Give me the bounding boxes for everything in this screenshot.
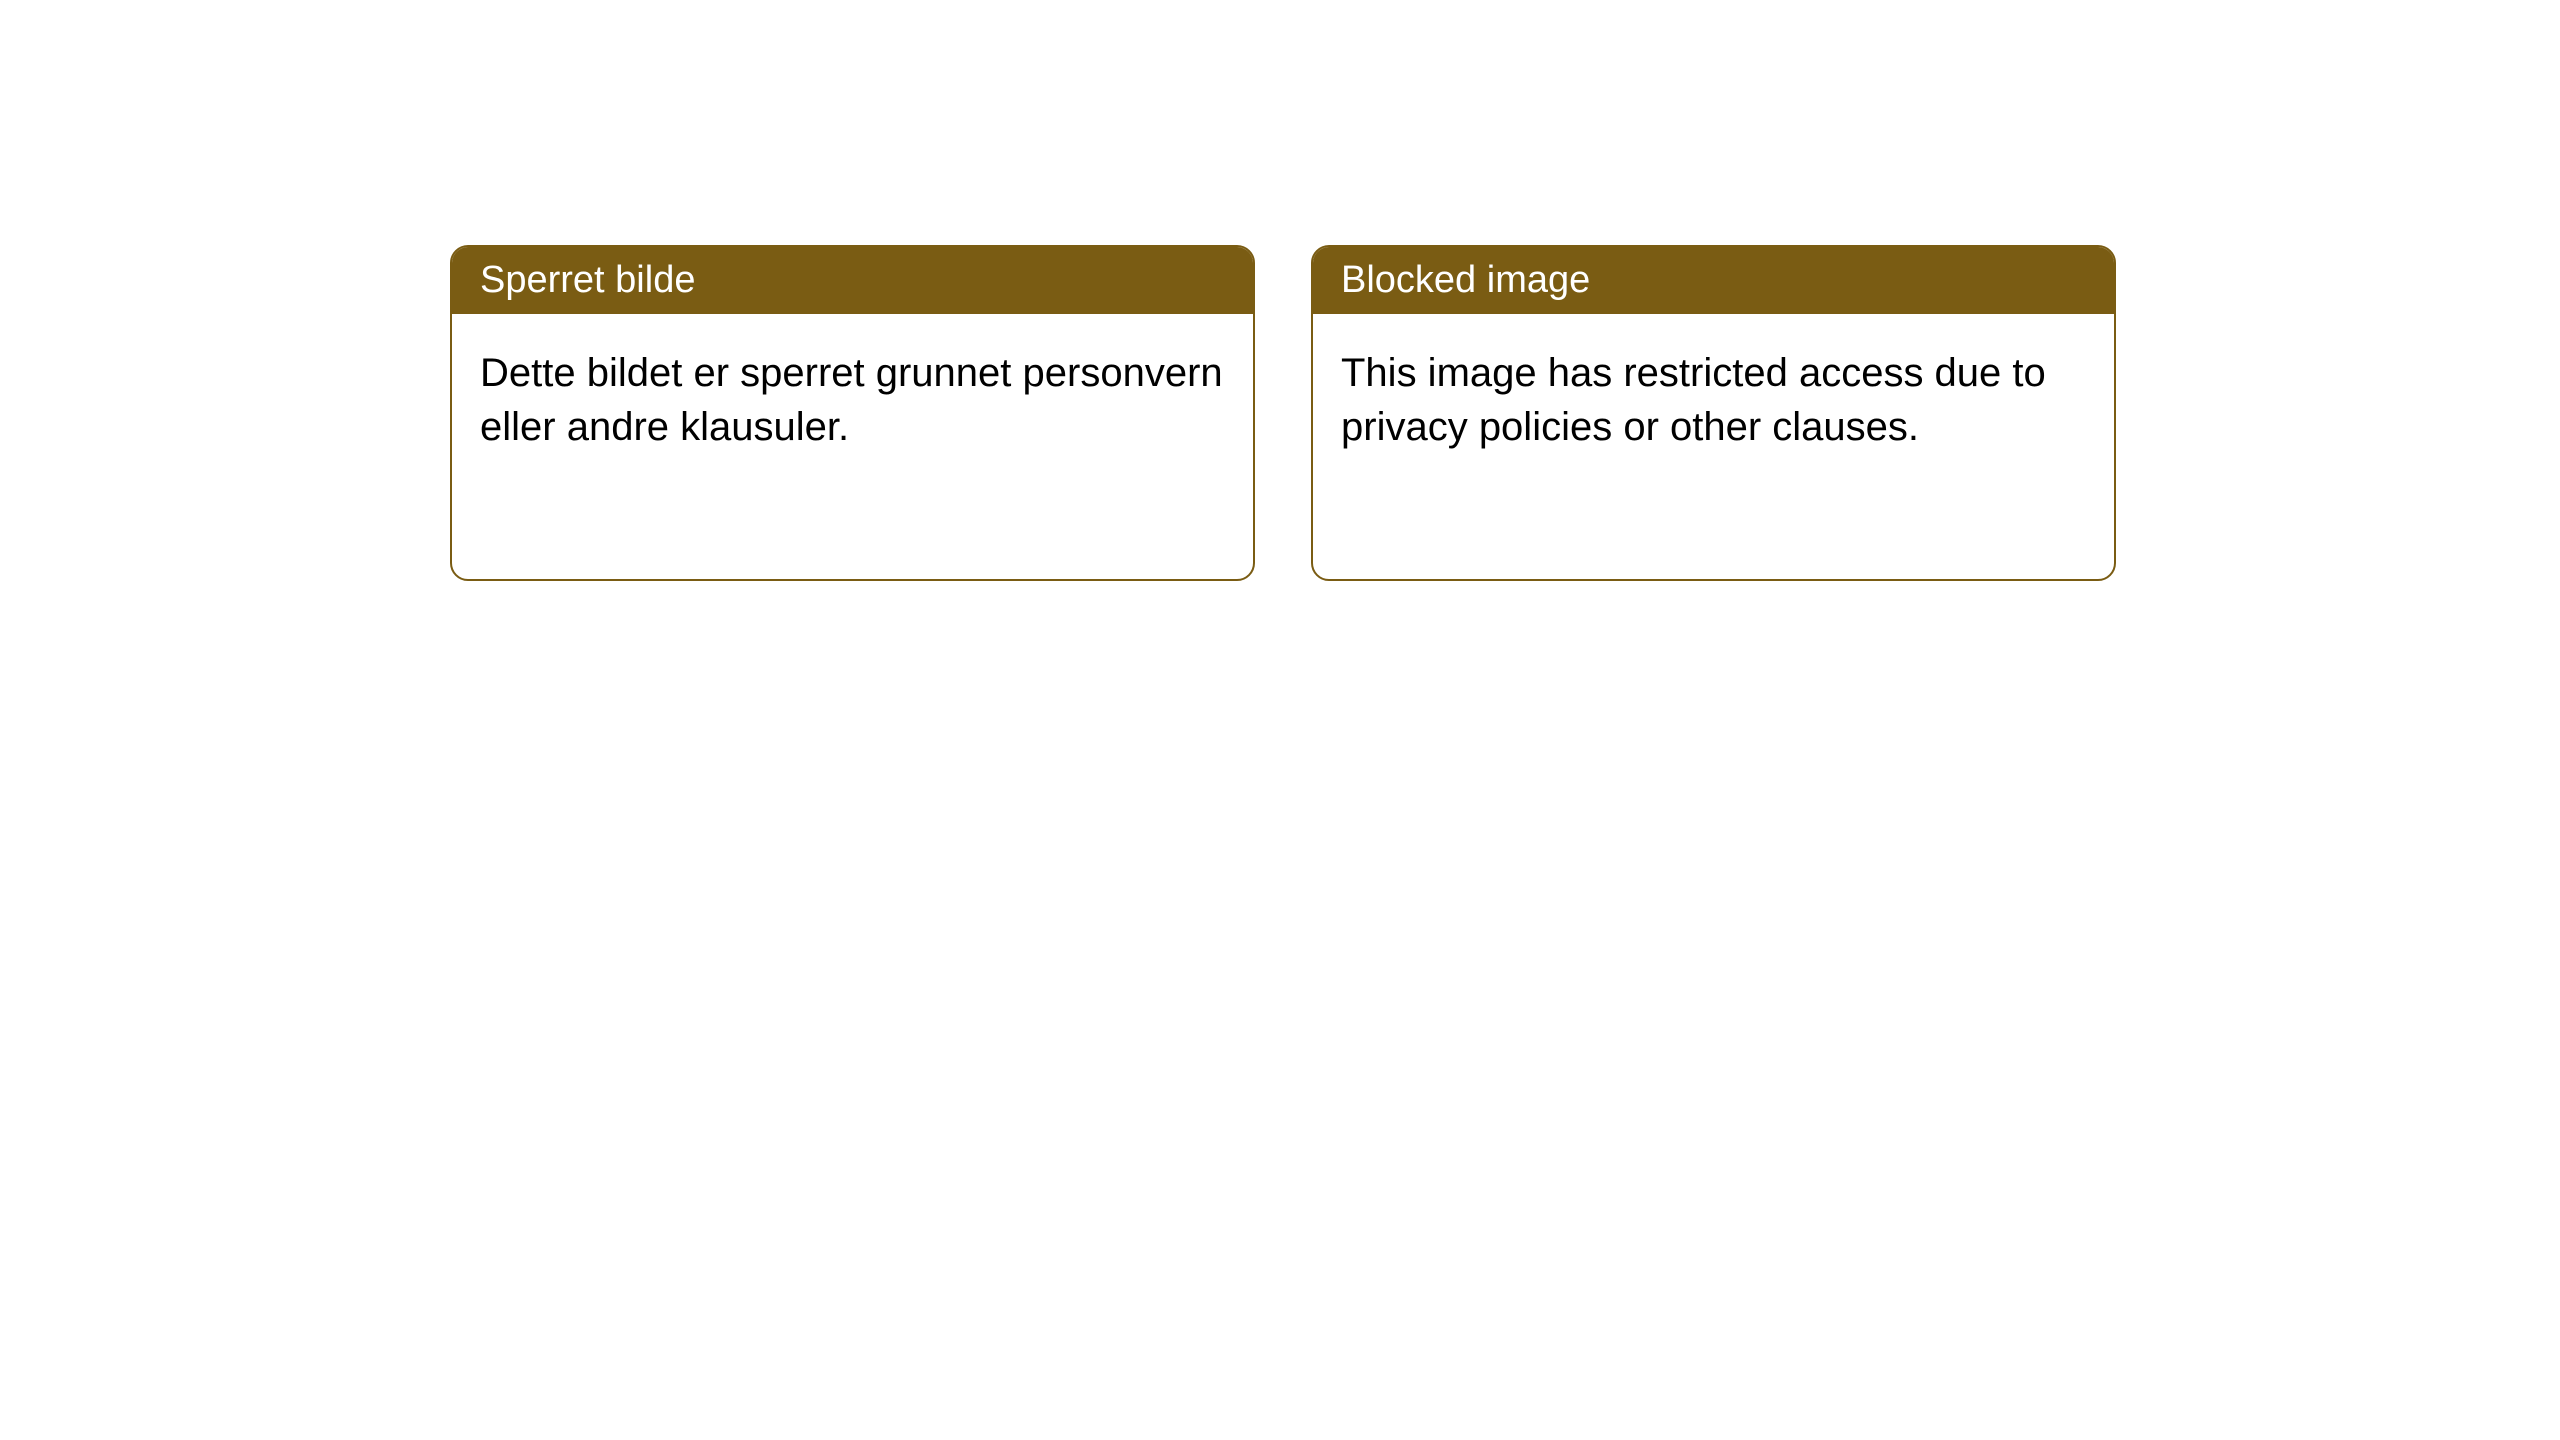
notice-message-english: This image has restricted access due to … xyxy=(1313,314,2114,486)
notice-title-english: Blocked image xyxy=(1313,247,2114,314)
notice-card-english: Blocked image This image has restricted … xyxy=(1311,245,2116,581)
notice-title-norwegian: Sperret bilde xyxy=(452,247,1253,314)
notice-message-norwegian: Dette bildet er sperret grunnet personve… xyxy=(452,314,1253,486)
notice-card-norwegian: Sperret bilde Dette bildet er sperret gr… xyxy=(450,245,1255,581)
notice-container: Sperret bilde Dette bildet er sperret gr… xyxy=(0,0,2560,581)
